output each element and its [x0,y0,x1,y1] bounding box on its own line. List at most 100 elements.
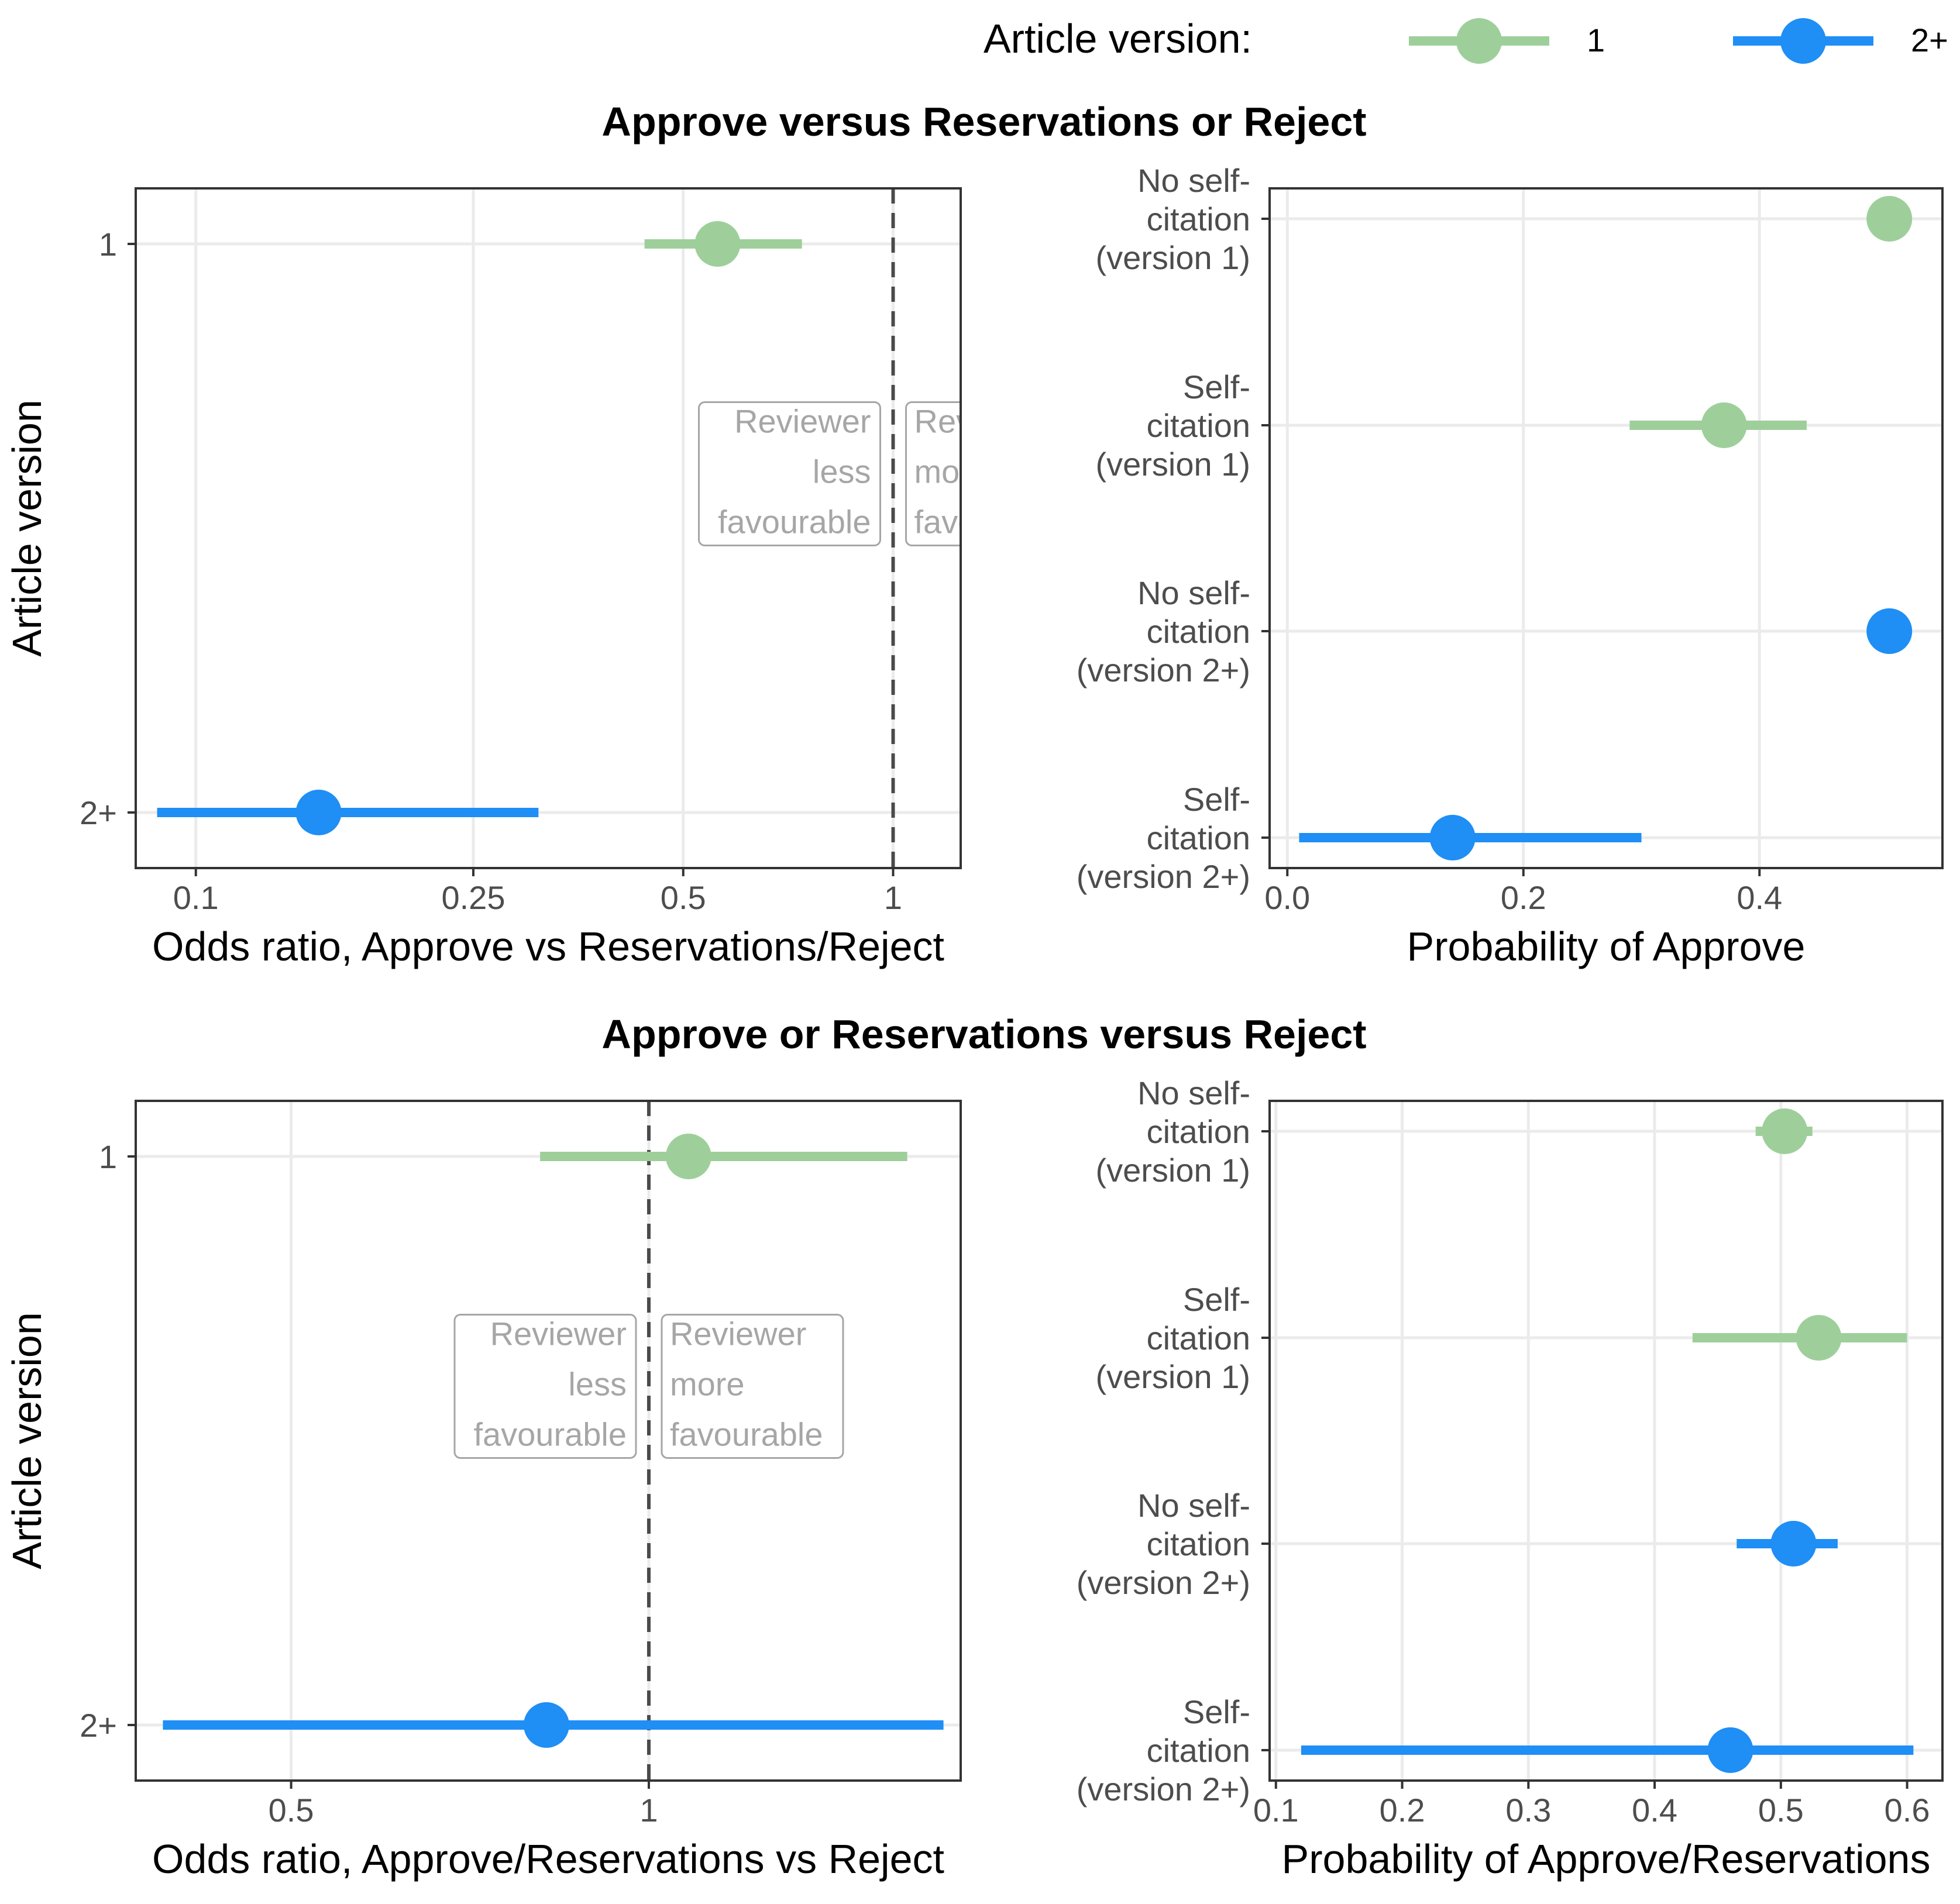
legend-entry-2plus: 2+ [1733,18,1948,64]
point-estimate [1866,196,1913,242]
y-tick-label: citation [1147,613,1250,650]
y-tick-label: citation [1147,820,1250,856]
point-estimate [694,221,741,267]
y-tick-label: No self- [1137,1487,1250,1524]
y-tick-label: (version 1) [1095,446,1250,483]
y-tick-label: citation [1147,201,1250,237]
point-estimate [1796,1315,1842,1361]
x-axis-title: Probability of Approve [1407,924,1806,969]
x-tick-label: 0.1 [173,879,219,916]
legend-title: Article version: [984,16,1252,61]
y-tick-label: citation [1147,407,1250,444]
y-tick-label: No self- [1137,1075,1250,1111]
y-tick-label: No self- [1137,574,1250,611]
annotation-text-less-favourable: Reviewer [734,403,871,440]
x-tick-label: 0.3 [1505,1792,1551,1829]
y-tick-label: citation [1147,1732,1250,1769]
y-tick-label: citation [1147,1113,1250,1150]
x-tick-label: 0.6 [1885,1792,1930,1829]
y-tick-label: Self- [1183,1281,1250,1318]
legend: Article version: 1 2+ [984,16,1948,64]
point-estimate [295,790,342,835]
y-tick-label: 2+ [80,1707,117,1744]
annotation-text-more-favourable: favourable [670,1416,823,1453]
point-estimate [1701,402,1747,448]
x-axis-title: Probability of Approve/Reservations [1282,1836,1931,1882]
legend-label-1: 1 [1587,22,1605,58]
annotation-box-more-favourable [905,401,961,547]
panel-2: 0.0 0.2 0.4No self-citation(version 1)Self… [1077,162,1944,969]
x-tick-label: 0.0 [1264,879,1310,916]
annotation-text-more-favourable: Reviewer [670,1316,806,1352]
x-tick-label: 1 [639,1792,658,1829]
panel-background [1270,188,1942,868]
y-tick-label: 2+ [80,794,117,831]
x-tick-label: 0.5 [269,1792,314,1829]
y-tick-label: Self- [1183,369,1250,405]
x-tick-label: 0.2 [1380,1792,1425,1829]
annotation-text-more-favourable: Reviewer [914,403,1051,440]
x-tick-label: 0.5 [661,879,706,916]
point-estimate [523,1702,569,1748]
annotation-text-more-favourable: more [670,1366,745,1403]
annotation-box-less-favourable [698,401,882,547]
panel-1: Reviewer less favourable Reviewer more favour… [4,187,1051,969]
panel-background [1270,1101,1942,1781]
legend-key-point-2plus [1780,18,1826,64]
y-tick-label: 1 [99,226,117,263]
panel-border [135,1100,962,1782]
panels: Reviewer less favourable Reviewer more favour… [4,162,1944,1882]
annotation-group: Reviewer less favourable Reviewer more favour… [698,401,1051,547]
x-axis-title: Odds ratio, Approve vs Reservations/Reje… [152,924,944,969]
panel-border [1268,187,1944,869]
annotation-text-less-favourable: favourable [473,1416,627,1453]
point-estimate [1866,608,1913,654]
section-title-2: Approve or Reservations versus Reject [601,1011,1366,1057]
annotation-text-less-favourable: less [568,1366,627,1403]
point-estimate [665,1134,711,1179]
y-tick-label: (version 2+) [1077,858,1250,895]
x-axis-title: Odds ratio, Approve/Reservations vs Reje… [152,1836,944,1882]
annotation-box-more-favourable [661,1314,844,1459]
y-tick-label: citation [1147,1320,1250,1356]
point-estimate [1770,1521,1817,1566]
legend-label-2plus: 2+ [1911,22,1948,58]
legend-key-point-1 [1456,18,1502,64]
y-axis-title: Article version [4,1312,50,1569]
panel-border [135,187,962,869]
y-tick-label: Self- [1183,1693,1250,1730]
annotation-text-more-favourable: more [914,453,989,490]
x-tick-label: 0.5 [1758,1792,1804,1829]
annotation-text-less-favourable: Reviewer [490,1316,627,1352]
x-tick-label: 1 [884,879,902,916]
annotation-text-less-favourable: less [813,453,871,490]
panel-border [1268,1100,1944,1782]
x-tick-label: 0.4 [1737,879,1782,916]
panel-3: Reviewer less favourable Reviewer more favour… [4,1100,962,1882]
y-tick-label: (version 2+) [1077,652,1250,688]
point-estimate [1762,1108,1808,1154]
y-tick-label: (version 1) [1095,1358,1250,1395]
x-tick-label: 0.1 [1253,1792,1299,1829]
x-tick-label: 0.2 [1501,879,1546,916]
y-tick-label: citation [1147,1526,1250,1562]
annotation-box-less-favourable [453,1314,637,1459]
y-tick-label: No self- [1137,162,1250,199]
y-tick-label: Self- [1183,781,1250,818]
annotation-group: Reviewer less favourable Reviewer more favour… [453,1314,844,1459]
y-tick-label: (version 2+) [1077,1771,1250,1807]
x-tick-label: 0.4 [1632,1792,1677,1829]
y-tick-label: (version 1) [1095,239,1250,276]
y-tick-label: 1 [99,1138,117,1175]
annotation-text-less-favourable: favourable [718,504,871,540]
panel-4: 0.1 0.2 0.3 0.4 0.5 0.6No self-citation(versi… [1077,1075,1944,1882]
point-estimate [1429,815,1476,860]
y-tick-label: (version 2+) [1077,1564,1250,1601]
y-axis-title: Article version [4,400,50,657]
legend-entry-1: 1 [1409,18,1605,64]
point-estimate [1707,1727,1753,1773]
x-tick-label: 0.25 [441,879,505,916]
y-tick-label: (version 1) [1095,1152,1250,1189]
